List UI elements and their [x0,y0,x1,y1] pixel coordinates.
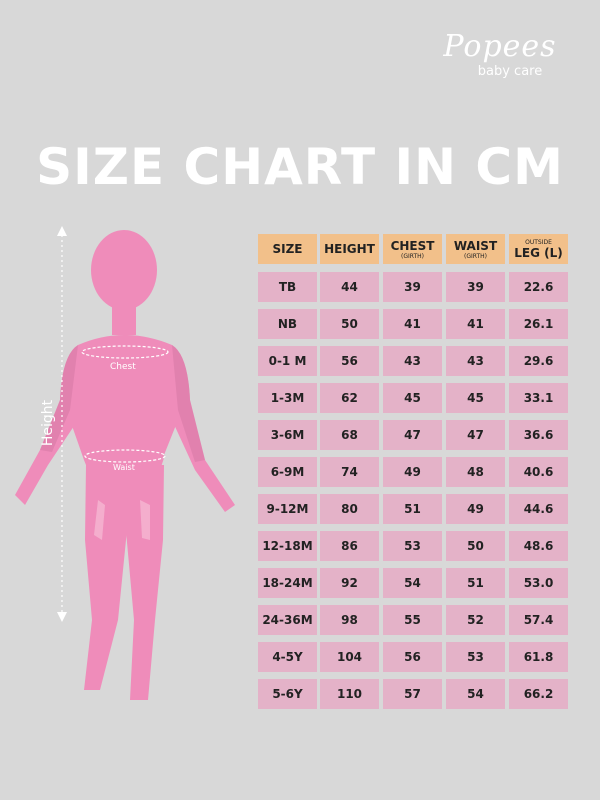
table-cell: TB [258,272,317,302]
table-cell: 39 [383,272,442,302]
table-cell: 50 [446,531,505,561]
column-header-label: CHEST [390,238,435,253]
table-cell: 40.6 [509,457,568,487]
table-cell: 22.6 [509,272,568,302]
table-cell: 41 [446,309,505,339]
page-title: SIZE CHART IN CM [36,138,564,196]
table-cell: 18-24M [258,568,317,598]
logo-brand: Popees [443,29,557,64]
column-header-sub: (GIRTH) [400,252,424,260]
table-cell: 29.6 [509,346,568,376]
brand-logo: Popees baby care [430,29,570,80]
table-cell: 5-6Y [258,679,317,709]
table-cell: 47 [383,420,442,450]
column-header-prefix: OUTSIDE [525,238,552,246]
table-cell: 74 [320,457,379,487]
table-cell: 41 [383,309,442,339]
table-cell: 54 [383,568,442,598]
table-cell: 51 [383,494,442,524]
table-cell: 49 [383,457,442,487]
table-cell: 57.4 [509,605,568,635]
table-cell: 6-9M [258,457,317,487]
table-cell: 43 [446,346,505,376]
table-cell: 86 [320,531,379,561]
table-cell: 98 [320,605,379,635]
table-cell: 39 [446,272,505,302]
table-cell: 49 [446,494,505,524]
table-cell: 45 [446,383,505,413]
table-cell: 56 [320,346,379,376]
table-cell: 53.0 [509,568,568,598]
table-cell: 44 [320,272,379,302]
column-header-label: LEG (L) [514,245,563,260]
table-cell: 1-3M [258,383,317,413]
chest-label: Chest [110,362,136,372]
table-cell: 56 [383,642,442,672]
table-cell: 68 [320,420,379,450]
table-cell: 24-36M [258,605,317,635]
column-header-label: HEIGHT [324,242,375,256]
table-cell: 43 [383,346,442,376]
waist-label: Waist [113,463,135,472]
column-header-label: WAIST [453,238,498,253]
table-cell: 0-1 M [258,346,317,376]
table-cell: 48 [446,457,505,487]
table-cell: 47 [446,420,505,450]
table-cell: 12-18M [258,531,317,561]
table-cell: 55 [383,605,442,635]
table-cell: NB [258,309,317,339]
table-cell: 61.8 [509,642,568,672]
table-cell: 26.1 [509,309,568,339]
height-label: Height [40,399,57,447]
table-cell: 57 [383,679,442,709]
table-cell: 53 [383,531,442,561]
table-cell: 9-12M [258,494,317,524]
table-cell: 53 [446,642,505,672]
table-cell: 4-5Y [258,642,317,672]
column-header: CHEST (GIRTH) [383,234,442,264]
column-header-sub: (GIRTH) [463,252,487,260]
table-cell: 44.6 [509,494,568,524]
column-header: WAIST (GIRTH) [446,234,505,264]
table-cell: 51 [446,568,505,598]
column-header-label: SIZE [272,242,303,256]
column-header: HEIGHT [320,234,379,264]
table-cell: 48.6 [509,531,568,561]
table-cell: 80 [320,494,379,524]
table-cell: 52 [446,605,505,635]
table-cell: 110 [320,679,379,709]
table-cell: 54 [446,679,505,709]
child-body-illustration [15,226,235,700]
table-cell: 92 [320,568,379,598]
table-cell: 62 [320,383,379,413]
table-cell: 104 [320,642,379,672]
table-cell: 33.1 [509,383,568,413]
table-cell: 36.6 [509,420,568,450]
table-cell: 50 [320,309,379,339]
table-cell: 66.2 [509,679,568,709]
column-header: SIZE [258,234,317,264]
table-cell: 3-6M [258,420,317,450]
table-cell: 45 [383,383,442,413]
logo-tagline: baby care [477,64,543,79]
column-header: OUTSIDE LEG (L) [509,234,568,264]
